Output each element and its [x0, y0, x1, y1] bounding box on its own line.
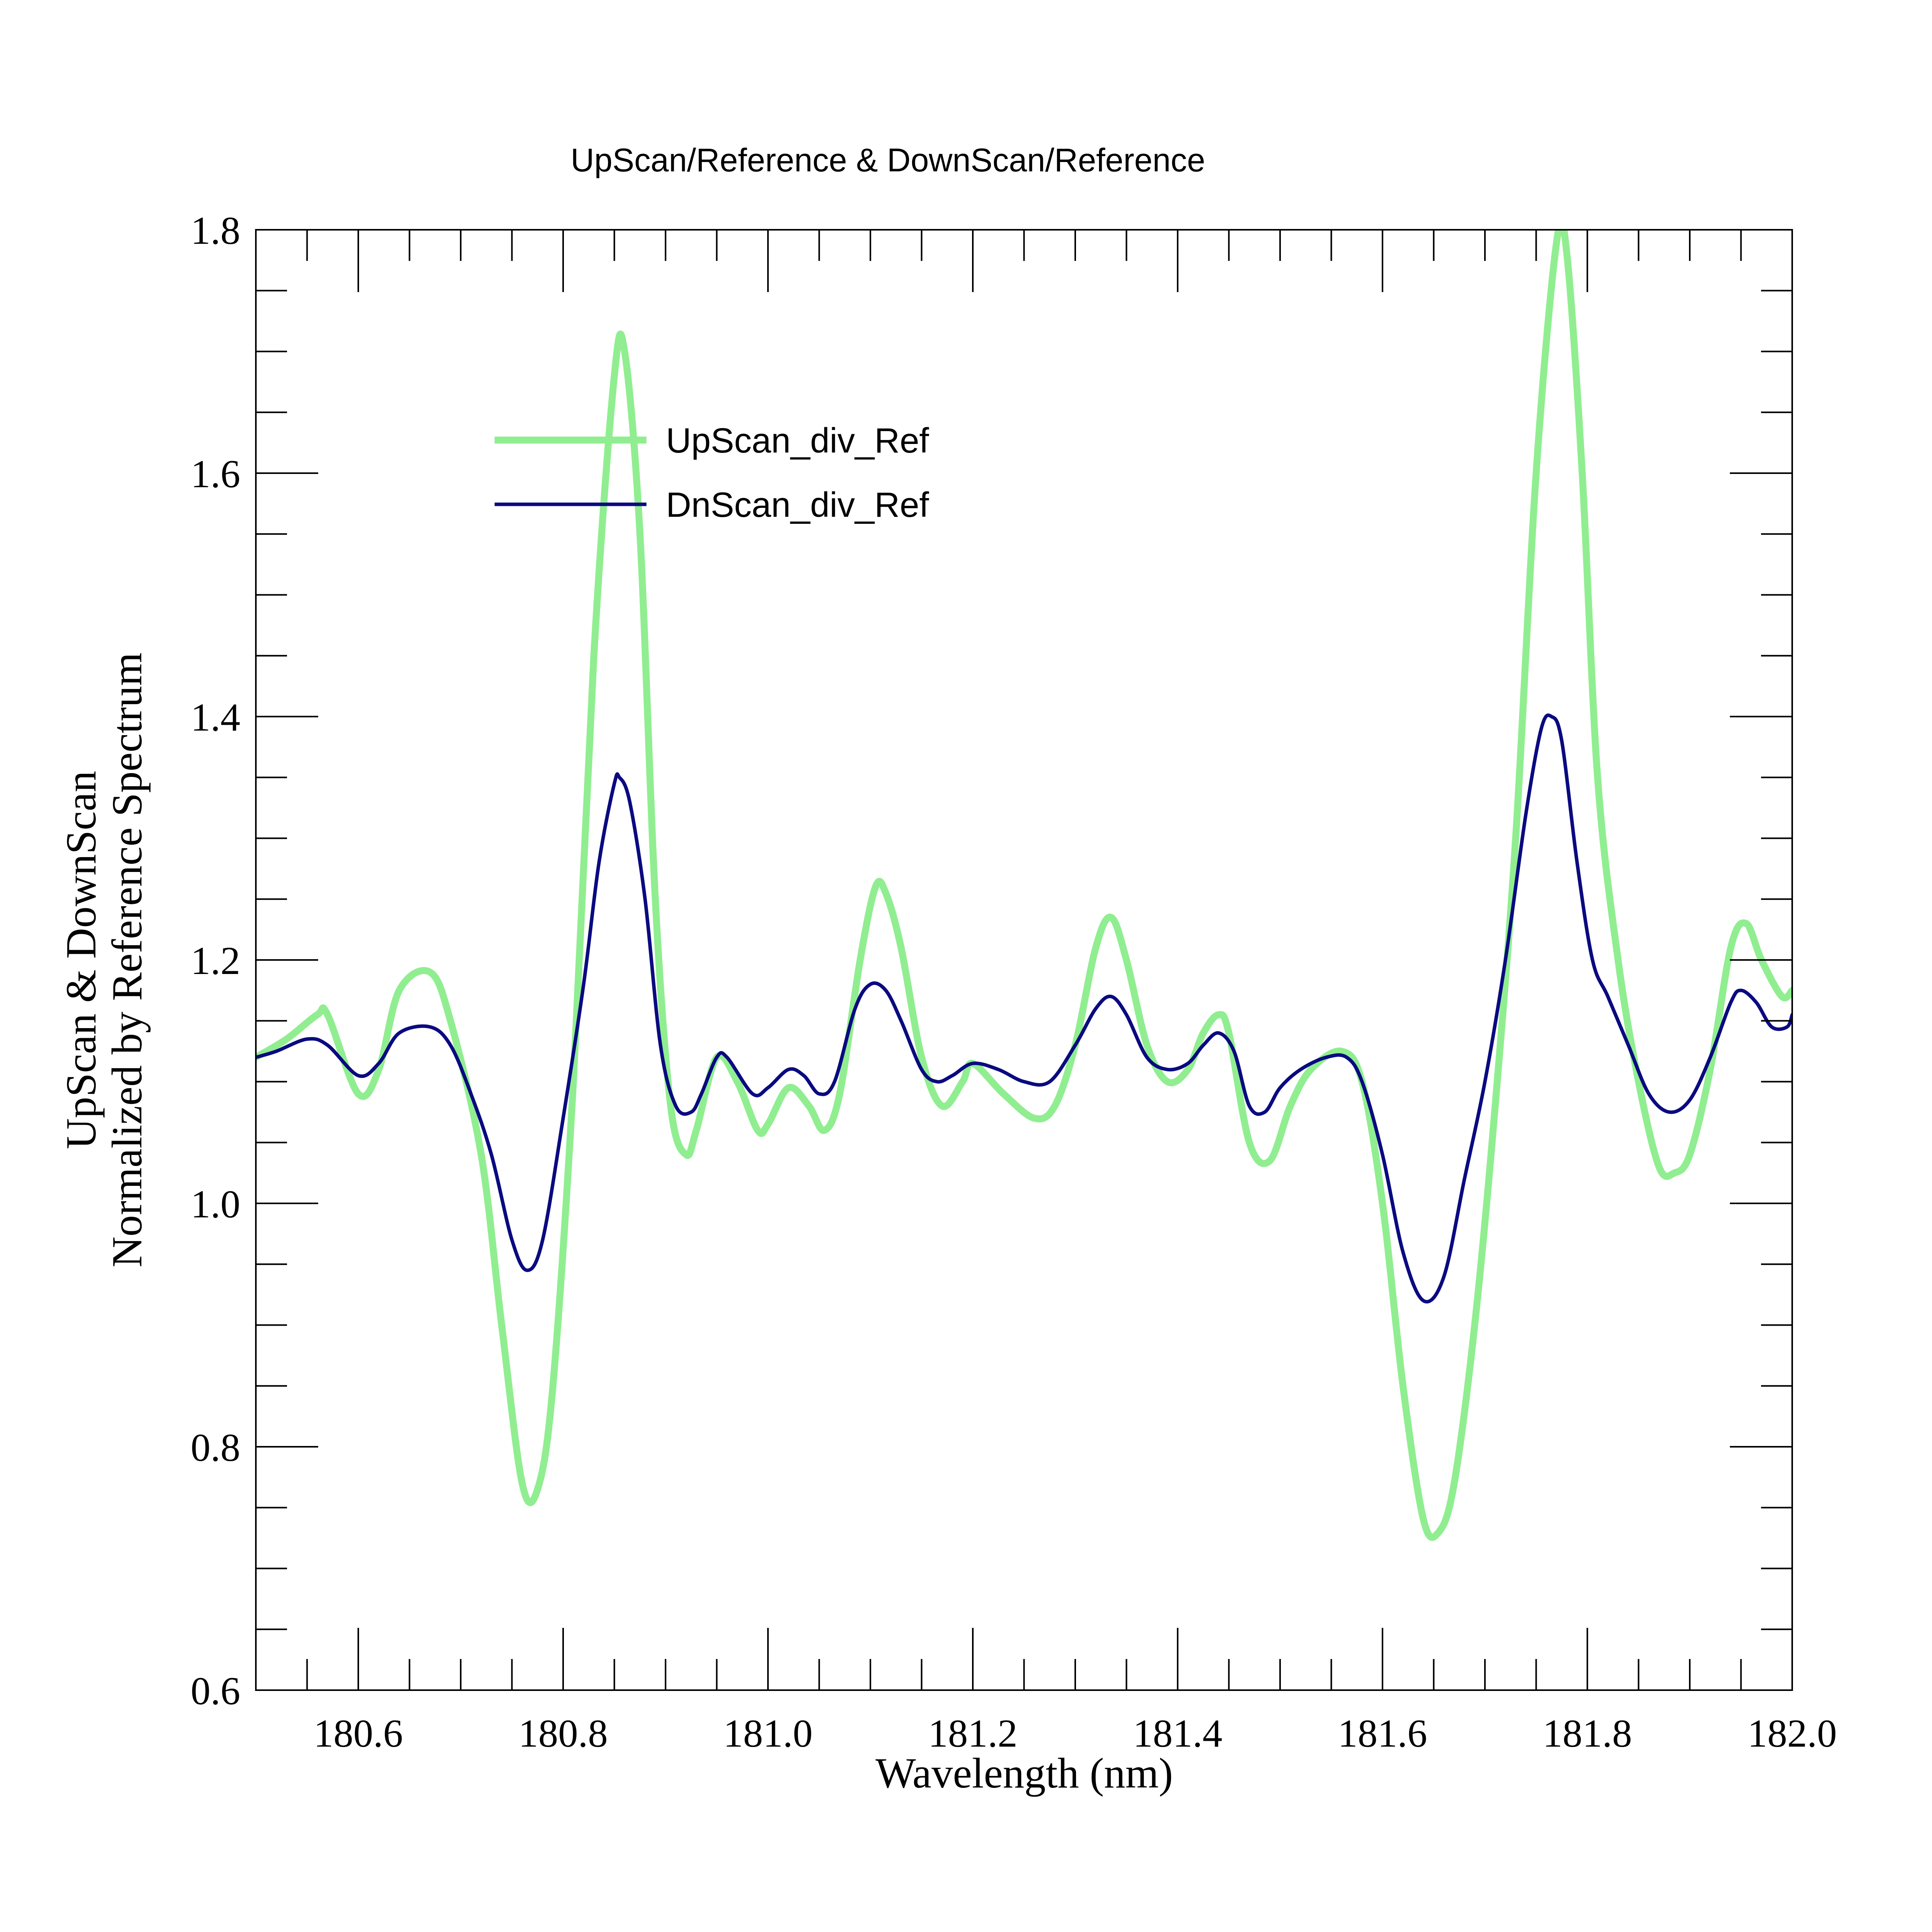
x-tick-label: 181.0 — [723, 1712, 813, 1756]
plot-frame — [255, 229, 1793, 1691]
y-axis-label-line-1: UpScan & DownScan — [57, 771, 105, 1149]
y-tick-label: 0.6 — [191, 1669, 241, 1713]
ticks-layer — [255, 229, 1793, 1691]
y-tick-label: 1.6 — [191, 452, 241, 496]
legend-label-upscan: UpScan_div_Ref — [666, 421, 929, 460]
series-line-upscan-div-ref — [256, 230, 1792, 1541]
x-tick-label: 181.4 — [1133, 1712, 1222, 1756]
legend: UpScan_div_Ref DnScan_div_Ref — [495, 421, 929, 525]
y-tick-label: 1.2 — [191, 939, 241, 983]
x-tick-label: 182.0 — [1747, 1712, 1837, 1756]
x-tick-label: 181.8 — [1543, 1712, 1632, 1756]
y-tick-label: 1.4 — [191, 696, 241, 740]
x-axis-label: Wavelength (nm) — [875, 1749, 1173, 1797]
x-tick-label: 180.8 — [518, 1712, 608, 1756]
chart-title: UpScan/Reference & DownScan/Reference — [571, 142, 1205, 178]
series-line-dnscan-div-ref — [256, 713, 1792, 1304]
y-axis-label-line-2: Normalized by Reference Spectrum — [103, 652, 151, 1267]
y-tick-label: 1.0 — [191, 1182, 241, 1226]
series-layer — [256, 230, 1792, 1541]
legend-label-dnscan: DnScan_div_Ref — [666, 486, 929, 525]
x-tick-label: 180.6 — [313, 1712, 403, 1756]
tick-labels-layer: 180.6 180.8 181.0 181.2 181.4 181.6 181.8 182.0… — [191, 209, 1837, 1756]
y-tick-label: 0.8 — [191, 1426, 241, 1470]
y-tick-label: 1.8 — [191, 209, 241, 253]
x-tick-label: 181.6 — [1338, 1712, 1427, 1756]
x-tick-label: 181.2 — [928, 1712, 1018, 1756]
